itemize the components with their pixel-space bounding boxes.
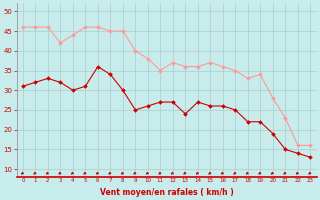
X-axis label: Vent moyen/en rafales ( km/h ): Vent moyen/en rafales ( km/h ) [100,188,234,197]
